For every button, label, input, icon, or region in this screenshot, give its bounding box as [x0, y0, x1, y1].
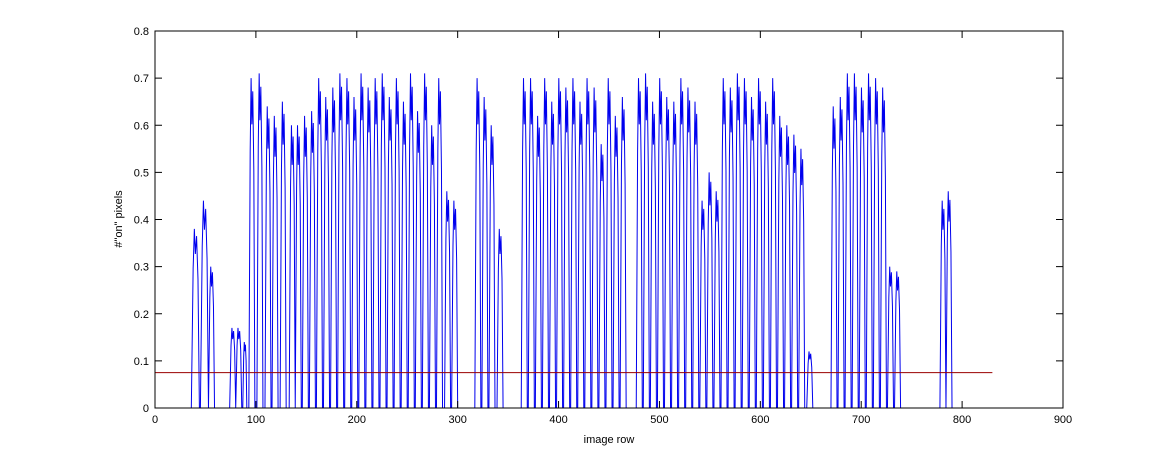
x-tick-label: 400	[549, 414, 567, 426]
series-layer	[155, 73, 993, 409]
x-tick-label: 100	[247, 414, 265, 426]
y-tick-label: 0.8	[134, 26, 149, 38]
plot-area	[155, 31, 1063, 408]
signal-line	[155, 73, 993, 409]
x-axis-label: image row	[584, 434, 635, 446]
x-tick-label: 800	[953, 414, 971, 426]
y-tick-label: 0.6	[134, 120, 149, 132]
y-tick-label: 0.5	[134, 167, 149, 179]
y-tick-label: 0.7	[134, 73, 149, 85]
axes-layer: 0 100 200 300 400 500 600 700 800 900 0 0.1 0.2 0.3 0.…	[134, 26, 1072, 426]
x-tick-label: 900	[1054, 414, 1072, 426]
y-axis-label: #"on" pixels	[113, 190, 125, 248]
y-tick-label: 0.1	[134, 356, 149, 368]
x-tick-label: 0	[152, 414, 158, 426]
y-tick-label: 0	[143, 403, 149, 415]
y-tick-label: 0.3	[134, 262, 149, 274]
x-tick-label: 500	[650, 414, 668, 426]
x-tick-label: 600	[751, 414, 769, 426]
x-tick-label: 700	[852, 414, 870, 426]
x-tick-label: 300	[448, 414, 466, 426]
x-tick-label: 200	[348, 414, 366, 426]
y-tick-label: 0.4	[134, 215, 149, 227]
y-tick-label: 0.2	[134, 309, 149, 321]
